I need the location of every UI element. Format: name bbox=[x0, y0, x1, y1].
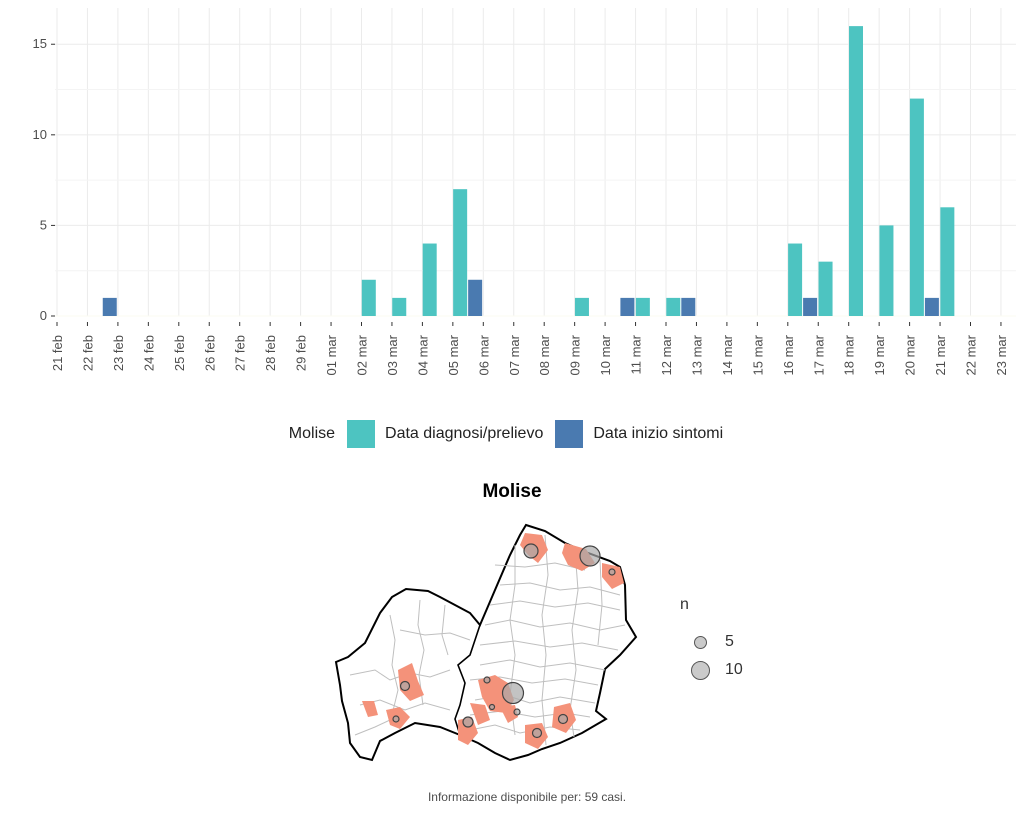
x-axis: 21 feb 22 feb 23 feb 24 feb 25 feb 26 feb 27 f… bbox=[50, 322, 1009, 375]
x-tick-label: 08 mar bbox=[537, 334, 552, 375]
bubble bbox=[488, 703, 496, 711]
x-tick-label: 12 mar bbox=[659, 334, 674, 375]
region-outline bbox=[334, 523, 638, 762]
size-legend: n 5 10 bbox=[680, 596, 743, 684]
y-axis: 0 5 10 15 bbox=[33, 36, 55, 323]
x-tick-label: 22 feb bbox=[80, 335, 95, 371]
bubble bbox=[579, 545, 601, 567]
bubble bbox=[392, 715, 400, 723]
x-tick-label: 02 mar bbox=[355, 334, 370, 375]
case-bubbles bbox=[392, 543, 616, 739]
bar-sintomi-20 bbox=[681, 297, 696, 316]
bar-sintomi-13 bbox=[468, 279, 483, 316]
bar-chart: 0 5 10 15 21 feb 22 feb 23 feb 24 feb 25 feb 26 … bbox=[33, 8, 1016, 375]
map-title: Molise bbox=[482, 481, 542, 502]
bar-diagnosi-11 bbox=[392, 297, 407, 316]
x-tick-label: 27 feb bbox=[233, 335, 248, 371]
size-legend-label-5: 5 bbox=[725, 633, 734, 650]
bar-diagnosi-26 bbox=[849, 26, 863, 317]
x-tick-label: 13 mar bbox=[689, 334, 704, 375]
size-legend-row-10: 10 bbox=[680, 656, 743, 684]
x-tick-label: 17 mar bbox=[811, 334, 826, 375]
x-tick-label: 25 feb bbox=[172, 335, 187, 371]
x-tick-label: 01 mar bbox=[324, 334, 339, 375]
bubble bbox=[462, 716, 474, 728]
bar-sintomi-18 bbox=[620, 297, 635, 316]
y-tick-label: 15 bbox=[33, 36, 47, 51]
bar-sintomi-28 bbox=[924, 297, 939, 316]
bubble bbox=[483, 676, 491, 684]
bar-diagnosi-29 bbox=[940, 207, 955, 316]
legend-label-diagnosi: Data diagnosi/prelievo bbox=[385, 425, 544, 442]
bubble bbox=[399, 680, 411, 692]
legend-item-sintomi: Data inizio sintomi bbox=[555, 420, 723, 448]
x-tick-label: 26 feb bbox=[202, 335, 217, 371]
map-caption: Informazione disponibile per: 59 casi. bbox=[427, 790, 627, 804]
x-tick-label: 22 mar bbox=[964, 334, 979, 375]
size-legend-label-10: 10 bbox=[725, 661, 743, 678]
x-tick-label: 20 mar bbox=[903, 334, 918, 375]
x-tick-label: 14 mar bbox=[720, 334, 735, 375]
legend-swatch-sintomi bbox=[555, 420, 584, 448]
x-tick-label: 24 feb bbox=[141, 335, 156, 371]
x-tick-label: 29 feb bbox=[294, 335, 309, 371]
bar-diagnosi-25 bbox=[818, 261, 833, 316]
legend-title: Molise bbox=[288, 425, 336, 442]
chart-legend: Molise Data diagnosi/prelievo Data inizi… bbox=[0, 420, 1024, 448]
x-tick-label: 18 mar bbox=[842, 334, 857, 375]
x-tick-label: 21 mar bbox=[933, 334, 948, 375]
chart-grid bbox=[55, 8, 1016, 317]
bar-sintomi-1 bbox=[102, 297, 117, 316]
x-tick-label: 04 mar bbox=[415, 334, 430, 375]
province-border bbox=[454, 624, 481, 736]
bar-sintomi-24 bbox=[803, 297, 818, 316]
size-legend-circle-10 bbox=[691, 660, 710, 680]
x-tick-label: 03 mar bbox=[385, 334, 400, 375]
bubble bbox=[608, 568, 616, 576]
legend-label-sintomi: Data inizio sintomi bbox=[593, 425, 724, 442]
x-tick-label: 10 mar bbox=[598, 334, 613, 375]
x-tick-label: 05 mar bbox=[446, 334, 461, 375]
size-legend-row-5: 5 bbox=[680, 628, 743, 656]
bubble bbox=[531, 727, 543, 739]
size-legend-circle-5 bbox=[694, 635, 707, 649]
x-tick-label: 07 mar bbox=[507, 334, 522, 375]
x-tick-label: 21 feb bbox=[50, 335, 65, 371]
bar-diagnosi-17 bbox=[574, 297, 589, 316]
bar-diagnosi-27 bbox=[879, 225, 894, 316]
x-tick-label: 06 mar bbox=[476, 334, 491, 375]
x-tick-label: 15 mar bbox=[750, 334, 765, 375]
chart-bars bbox=[102, 26, 955, 317]
bar-diagnosi-20 bbox=[666, 297, 681, 316]
x-tick-label: 23 mar bbox=[994, 334, 1009, 375]
bubble bbox=[501, 681, 525, 705]
molise-map bbox=[334, 523, 638, 762]
x-tick-label: 23 feb bbox=[111, 335, 126, 371]
y-tick-label: 5 bbox=[40, 217, 47, 232]
legend-swatch-diagnosi bbox=[347, 420, 376, 448]
bar-diagnosi-13 bbox=[453, 189, 468, 316]
bubble bbox=[557, 713, 569, 725]
y-tick-label: 10 bbox=[33, 127, 47, 142]
x-tick-label: 16 mar bbox=[781, 334, 796, 375]
x-tick-label: 09 mar bbox=[568, 334, 583, 375]
bar-diagnosi-28 bbox=[909, 98, 924, 317]
bubble bbox=[523, 543, 539, 559]
bar-diagnosi-10 bbox=[361, 279, 376, 316]
x-tick-label: 11 mar bbox=[629, 334, 644, 374]
x-tick-label: 28 feb bbox=[263, 335, 278, 371]
size-legend-title: n bbox=[680, 596, 689, 613]
bubble bbox=[513, 708, 521, 716]
bar-diagnosi-19 bbox=[635, 297, 650, 316]
legend-item-diagnosi: Data diagnosi/prelievo bbox=[347, 420, 543, 448]
bar-diagnosi-12 bbox=[422, 243, 437, 316]
bar-diagnosi-24 bbox=[788, 243, 803, 316]
y-tick-label: 0 bbox=[40, 308, 47, 323]
x-tick-label: 19 mar bbox=[872, 334, 887, 375]
